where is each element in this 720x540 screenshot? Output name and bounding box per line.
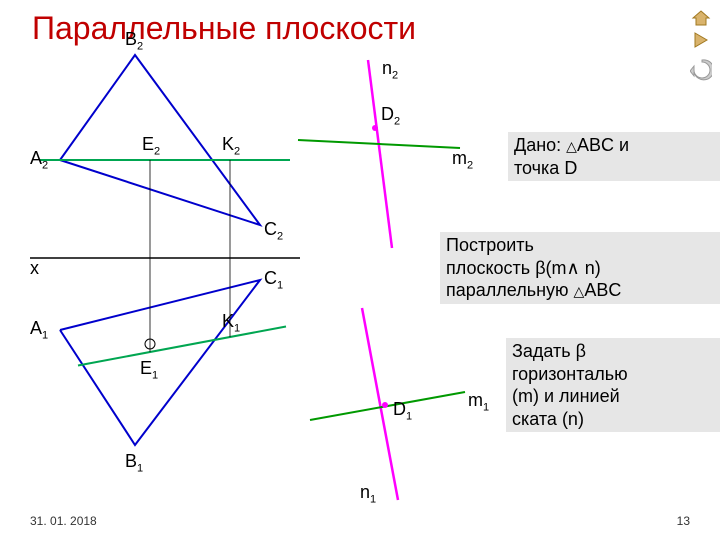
label-k1: K1 — [222, 311, 240, 335]
label-e2: E2 — [142, 134, 160, 158]
nav-play-button[interactable] — [690, 30, 712, 50]
label-b1: B1 — [125, 451, 143, 475]
footer-date: 31. 01. 2018 — [30, 514, 97, 528]
line-n2 — [368, 60, 392, 248]
play-icon — [691, 31, 711, 49]
label-n1: n1 — [360, 482, 376, 506]
label-m1: m1 — [468, 390, 489, 414]
textbox-define: Задать β горизонталью (m) и линией ската… — [506, 338, 720, 432]
label-b2: B2 — [125, 29, 143, 53]
label-c2: C2 — [264, 219, 283, 243]
textbox-given: Дано: △ABC и точка D — [508, 132, 720, 181]
nav-back-button[interactable] — [690, 60, 712, 80]
label-a1: A1 — [30, 318, 48, 342]
line-e1k1 — [78, 327, 286, 366]
label-m2: m2 — [452, 148, 473, 172]
label-e1: E1 — [140, 358, 158, 382]
back-icon — [690, 59, 712, 81]
home-icon — [691, 9, 711, 27]
textbox-construct: Построить плоскость β(m∧ n) параллельную… — [440, 232, 720, 304]
label-k2: K2 — [222, 134, 240, 158]
label-a2: A2 — [30, 148, 48, 172]
label-d2: D2 — [381, 104, 400, 128]
footer-page: 13 — [677, 514, 690, 528]
point-d2 — [372, 125, 378, 131]
label-c1: C1 — [264, 268, 283, 292]
label-n2: n2 — [382, 58, 398, 82]
label-d1: D1 — [393, 399, 412, 423]
label-x: x — [30, 258, 39, 279]
nav-home-button[interactable] — [690, 8, 712, 28]
slide-title: Параллельные плоскости — [32, 10, 416, 47]
point-d1 — [382, 402, 388, 408]
